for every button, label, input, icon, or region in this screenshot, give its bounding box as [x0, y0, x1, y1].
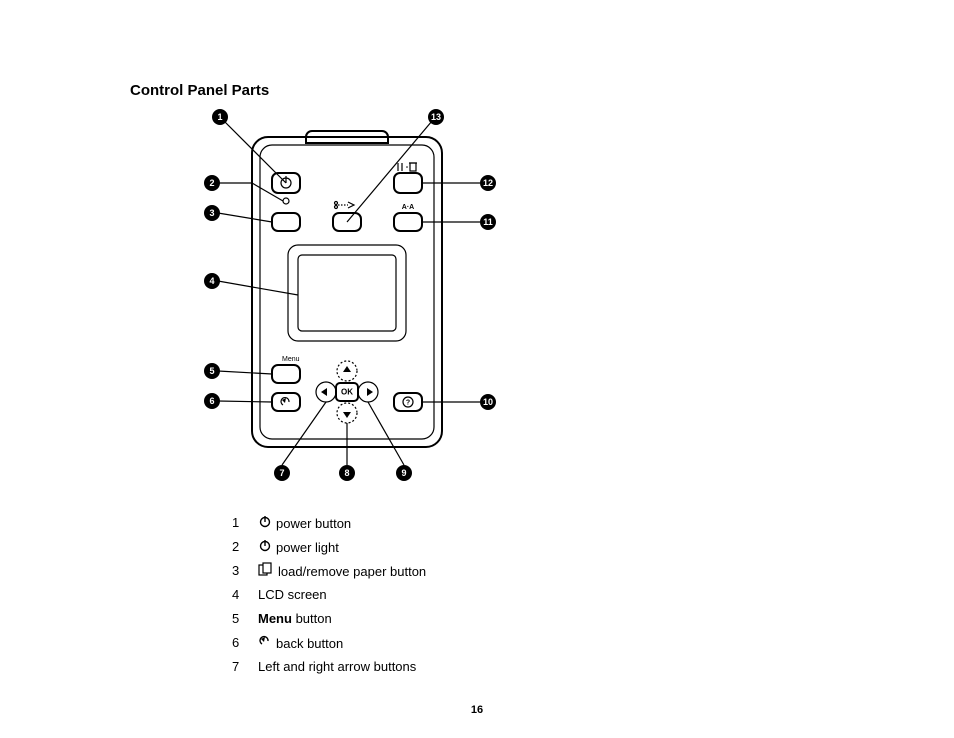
- legend-text: load/remove paper button: [258, 562, 426, 579]
- legend-row: 1power button: [232, 510, 426, 534]
- svg-text:OK: OK: [341, 388, 353, 397]
- control-panel-diagram: A·A Menu: [200, 105, 540, 495]
- svg-text:?: ?: [406, 400, 410, 407]
- callout-6: 6: [204, 393, 220, 409]
- legend-number: 1: [232, 515, 258, 530]
- help-button: ?: [394, 393, 422, 411]
- callout-9: 9: [396, 465, 412, 481]
- svg-text:13: 13: [431, 112, 441, 122]
- back-icon: [258, 634, 272, 648]
- callout-13: 13: [428, 109, 444, 125]
- cut-icon: [335, 202, 355, 209]
- power-icon: [258, 514, 272, 528]
- legend-text: back button: [258, 634, 343, 651]
- svg-text:8: 8: [344, 468, 349, 478]
- callout-3: 3: [204, 205, 220, 221]
- legend-row: 4LCD screen: [232, 582, 426, 606]
- legend-text: power button: [258, 514, 351, 531]
- section-title: Control Panel Parts: [130, 82, 269, 99]
- legend-number: 2: [232, 539, 258, 554]
- legend-number: 7: [232, 659, 258, 674]
- legend-row: 5Menu button: [232, 606, 426, 630]
- svg-text:2: 2: [209, 178, 214, 188]
- legend-text: Left and right arrow buttons: [258, 659, 416, 674]
- svg-text:1: 1: [217, 112, 222, 122]
- svg-text:5: 5: [209, 366, 214, 376]
- dpad: OK: [316, 361, 378, 423]
- page: Control Panel Parts: [0, 0, 954, 738]
- callout-1: 1: [212, 109, 228, 125]
- legend-text: power light: [258, 538, 339, 555]
- legend-row: 3load/remove paper button: [232, 558, 426, 582]
- legend-text: LCD screen: [258, 587, 327, 602]
- callout-10: 10: [480, 394, 496, 410]
- svg-text:11: 11: [483, 217, 493, 227]
- callout-12: 12: [480, 175, 496, 191]
- pause-delete-icon: [398, 163, 417, 171]
- svg-text:7: 7: [279, 468, 284, 478]
- svg-text:10: 10: [483, 397, 493, 407]
- paper-button: [272, 213, 300, 231]
- svg-text:12: 12: [483, 178, 493, 188]
- menu-button: [272, 365, 300, 383]
- page-number: 16: [0, 704, 954, 716]
- legend-number: 6: [232, 635, 258, 650]
- svg-text:6: 6: [209, 396, 214, 406]
- button-12: [394, 173, 422, 193]
- svg-text:3: 3: [209, 208, 214, 218]
- callout-4: 4: [204, 273, 220, 289]
- legend-row: 6back button: [232, 630, 426, 654]
- callout-5: 5: [204, 363, 220, 379]
- menu-label: Menu: [282, 356, 300, 363]
- callout-11: 11: [480, 214, 496, 230]
- svg-text:9: 9: [401, 468, 406, 478]
- lcd-screen: [288, 245, 406, 341]
- legend-row: 7Left and right arrow buttons: [232, 654, 426, 678]
- legend-number: 4: [232, 587, 258, 602]
- legend-number: 5: [232, 611, 258, 626]
- paper-icon: [258, 562, 274, 576]
- legend-row: 2power light: [232, 534, 426, 558]
- button-11: [394, 213, 422, 231]
- callout-2: 2: [204, 175, 220, 191]
- power-light: [283, 198, 289, 204]
- legend-number: 3: [232, 563, 258, 578]
- power-icon: [258, 538, 272, 552]
- aa-icon: A·A: [402, 204, 414, 211]
- legend-list: 1power button2power light3load/remove pa…: [232, 510, 426, 678]
- back-button: [272, 393, 300, 411]
- callout-7: 7: [274, 465, 290, 481]
- legend-text: Menu button: [258, 611, 332, 626]
- svg-text:4: 4: [209, 276, 214, 286]
- callout-8: 8: [339, 465, 355, 481]
